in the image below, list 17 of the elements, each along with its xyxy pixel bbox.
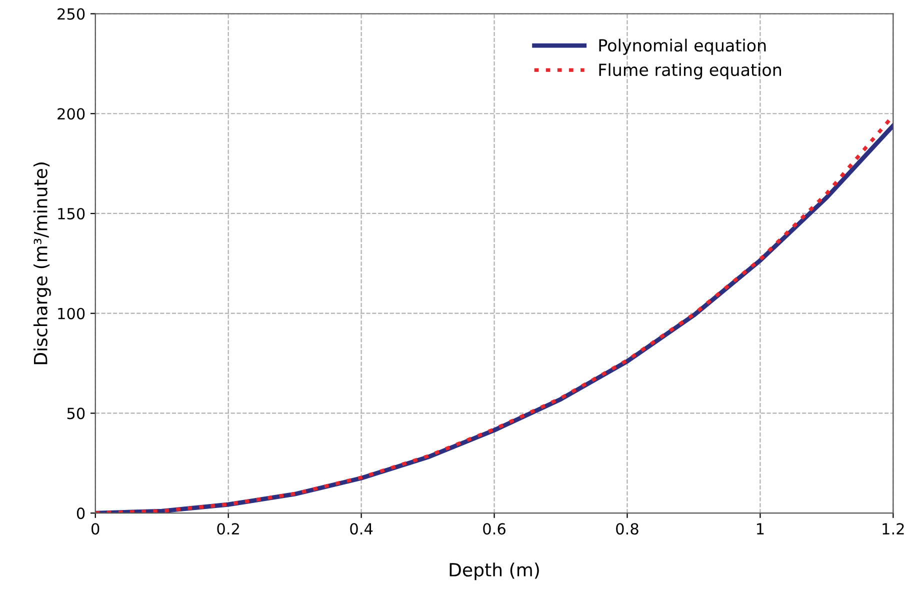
y-tick-label: 250	[58, 8, 85, 20]
x-tick-label: 0.8	[616, 523, 638, 535]
y-tick-label: 100	[58, 308, 85, 320]
x-axis-title: Depth (m)	[450, 562, 539, 580]
x-tick-label: 0.2	[217, 523, 239, 535]
y-axis-title: Discharge (m³/minute)	[33, 162, 51, 364]
x-tick-label: 0.4	[350, 523, 373, 535]
x-tick-label: 0	[92, 523, 100, 535]
legend-label: Polynomial equation	[599, 38, 766, 55]
x-tick-label: 0.6	[483, 523, 506, 535]
y-tick-label: 0	[76, 508, 85, 520]
legend-label: Flume rating equation	[599, 63, 782, 80]
x-tick-label: 1.2	[882, 523, 904, 534]
y-tick-label: 200	[58, 108, 85, 120]
y-tick-label: 50	[67, 408, 85, 420]
x-tick-label: 1	[757, 523, 764, 534]
y-tick-label: 150	[58, 208, 85, 220]
